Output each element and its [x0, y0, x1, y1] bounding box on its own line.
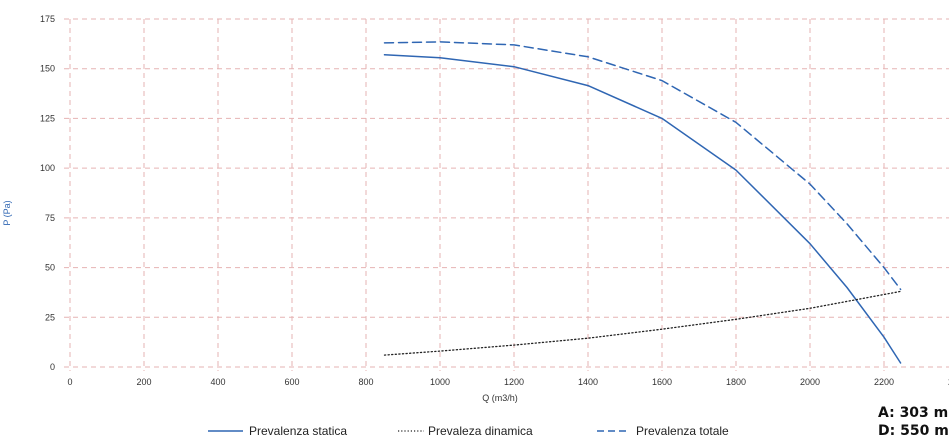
- y-tick-label: 25: [45, 312, 55, 322]
- series-line-dotted: [383, 290, 902, 356]
- legend-label: Prevalenza statica: [249, 424, 347, 438]
- x-tick-label: 1200: [504, 377, 524, 387]
- x-tick-label: 1000: [430, 377, 450, 387]
- grid: [64, 18, 949, 371]
- y-tick-labels: 0 25 50 75 100 125 150 175: [40, 14, 55, 372]
- x-tick-label: 2400: [948, 377, 949, 387]
- x-tick-label: 1600: [652, 377, 672, 387]
- y-axis-title: P (Pa): [2, 200, 12, 225]
- annotation-a: A: 303 m: [878, 405, 948, 421]
- legend-item-total: Prevalenza totale: [597, 424, 729, 438]
- x-tick-label: 600: [284, 377, 299, 387]
- legend-label: Prevalenza totale: [636, 424, 729, 438]
- x-axis-title: Q (m3/h): [482, 393, 518, 403]
- x-tick-label: 1800: [726, 377, 746, 387]
- legend-label: Prevaleza dinamica: [428, 424, 533, 438]
- y-tick-label: 100: [40, 163, 55, 173]
- x-tick-label: 200: [136, 377, 151, 387]
- series-line-dashed: [383, 41, 902, 291]
- y-tick-label: 150: [40, 64, 55, 74]
- legend-item-dynamic: Prevaleza dinamica: [398, 424, 533, 438]
- x-tick-label: 0: [67, 377, 72, 387]
- x-tick-labels: 0 200 400 600 800 1000 1200 1400 1600 1800 2000 220…: [67, 377, 949, 387]
- x-tick-label: 400: [210, 377, 225, 387]
- x-tick-label: 1400: [578, 377, 598, 387]
- y-tick-label: 175: [40, 14, 55, 24]
- y-tick-label: 0: [50, 362, 55, 372]
- y-tick-label: 125: [40, 113, 55, 123]
- series-lines: [383, 41, 902, 364]
- annotation-d: D: 550 m: [878, 423, 949, 439]
- legend: Prevalenza statica Prevaleza dinamica Pr…: [208, 424, 729, 438]
- y-tick-label: 50: [45, 263, 55, 273]
- x-tick-label: 2000: [800, 377, 820, 387]
- x-tick-label: 2200: [874, 377, 894, 387]
- legend-item-static: Prevalenza statica: [208, 424, 347, 438]
- series-line-solid: [383, 54, 902, 364]
- y-tick-label: 75: [45, 213, 55, 223]
- x-tick-label: 800: [358, 377, 373, 387]
